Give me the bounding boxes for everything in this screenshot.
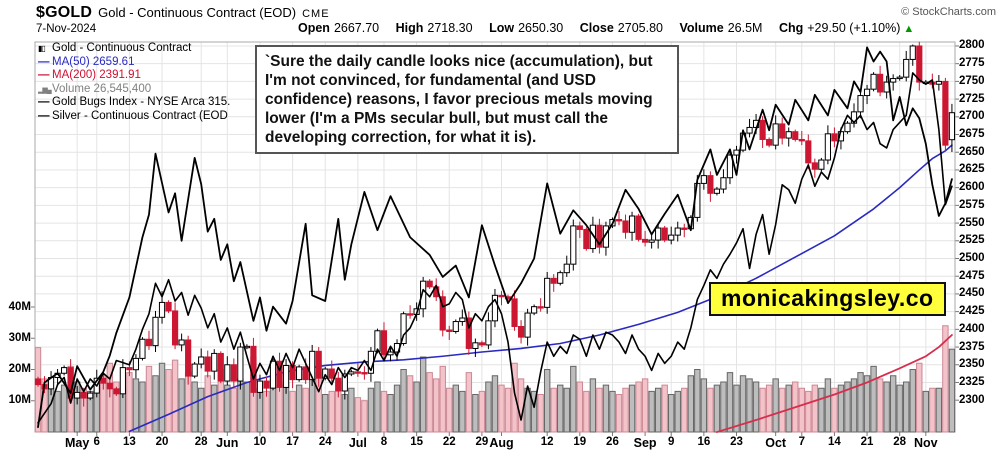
price-axis-label: 2725 — [959, 92, 985, 105]
open-label: Open — [298, 21, 330, 35]
price-axis-label: 2800 — [959, 39, 985, 52]
legend-item-gold-bugs: Gold Bugs Index - NYSE Arca 315. — [38, 96, 254, 110]
date-axis-label: 21 — [860, 436, 874, 448]
date-axis-label: 14 — [828, 436, 841, 448]
price-axis-label: 2325 — [959, 375, 985, 388]
date-axis-label: 9 — [668, 436, 675, 448]
exchange-label: CME — [302, 8, 330, 20]
line-dash-icon — [38, 110, 52, 124]
price-axis-label: 2750 — [959, 74, 985, 87]
close-label: Close — [579, 21, 614, 35]
price-axis-label: 2400 — [959, 322, 985, 335]
open-value: 2667.70 — [333, 21, 380, 35]
date-axis-label: Nov — [913, 436, 938, 450]
price-axis-label: 2300 — [959, 393, 985, 406]
line-dash-icon — [38, 69, 52, 83]
ticker-symbol: $GOLD — [36, 4, 93, 21]
price-axis-label: 2575 — [959, 198, 985, 211]
date-axis-label: 22 — [442, 436, 456, 448]
price-axis-label: 2675 — [959, 128, 985, 141]
date-axis-label: 26 — [606, 436, 619, 448]
price-axis-label: 2525 — [959, 234, 985, 247]
date-axis-label: 13 — [122, 436, 136, 448]
date-axis-label: 6 — [93, 436, 100, 448]
date-axis-label: 23 — [730, 436, 743, 448]
low-value: 2650.30 — [518, 21, 564, 35]
date-axis-label: 19 — [573, 436, 587, 448]
date-axis-label: Jul — [348, 436, 367, 450]
price-axis-label: 2625 — [959, 163, 985, 176]
price-axis-label: 2375 — [959, 340, 985, 353]
candles-icon — [38, 42, 52, 56]
date-axis-label: Oct — [765, 436, 787, 450]
date-axis-label: Aug — [489, 436, 514, 450]
price-axis-label: 2450 — [959, 287, 985, 300]
volume-label: Volume — [679, 21, 724, 35]
stockcharts-copyright: © StockCharts.com — [901, 6, 996, 18]
up-triangle-icon: ▲ — [903, 23, 915, 35]
date-axis-label: 10 — [253, 436, 267, 448]
volume-axis-label: 30M — [8, 331, 31, 344]
date-axis-label: Jun — [216, 436, 239, 450]
date-axis-label: Sep — [633, 436, 657, 450]
legend-item-volume: Volume 26,545,400 — [38, 83, 254, 97]
close-value: 2705.80 — [617, 21, 663, 35]
analyst-annotation-box: `Sure the daily candle looks nice (accum… — [255, 45, 679, 154]
legend-item-ma200: MA(200) 2391.91 — [38, 69, 254, 83]
change-label: Chg — [778, 21, 804, 35]
chart-header: $GOLD Gold - Continuous Contract (EOD) CME — [36, 4, 330, 22]
date-axis-label: 8 — [380, 436, 388, 448]
volume-axis-label: 10M — [8, 394, 31, 407]
line-dash-icon — [38, 56, 52, 70]
date-axis-label: 15 — [410, 436, 423, 448]
volume-value: 26.5M — [727, 21, 763, 35]
legend-item-ma50: MA(50) 2659.61 — [38, 56, 254, 70]
legend-item-silver: Silver - Continuous Contract (EOD — [38, 110, 254, 124]
volume-bars-icon — [38, 83, 52, 97]
change-value: +29.50 (+1.10%) — [807, 21, 901, 35]
date-axis-label: 28 — [194, 436, 208, 448]
site-watermark: monicakingsley.co — [709, 282, 946, 316]
quote-summary: Open 2667.70 High 2718.30 Low 2650.30 Close… — [298, 21, 914, 35]
date-axis-label: 24 — [318, 436, 332, 448]
high-value: 2718.30 — [427, 21, 473, 35]
price-axis-label: 2600 — [959, 181, 985, 194]
volume-axis-label: 20M — [8, 363, 31, 375]
date-axis-label: 20 — [155, 436, 169, 448]
price-axis-label: 2550 — [959, 216, 985, 229]
price-axis-label: 2500 — [959, 251, 985, 264]
date-axis-label: 29 — [475, 436, 489, 448]
date-axis-label: 28 — [893, 436, 907, 448]
instrument-name: Gold - Continuous Contract (EOD) — [98, 5, 297, 20]
price-axis-label: 2475 — [959, 269, 985, 282]
legend-item-gold: Gold - Continuous Contract — [38, 42, 254, 56]
low-label: Low — [489, 21, 515, 35]
price-axis-label: 2700 — [959, 110, 985, 123]
date-axis-label: 12 — [540, 436, 554, 448]
date-axis-label: 17 — [286, 436, 299, 448]
price-axis-label: 2425 — [959, 305, 985, 318]
date-axis-label: 7 — [798, 436, 805, 448]
chart-date: 7-Nov-2024 — [36, 23, 97, 35]
date-axis-label: 16 — [697, 436, 711, 448]
date-axis-label: May — [64, 436, 90, 450]
high-label: High — [395, 21, 424, 35]
price-axis-label: 2650 — [959, 145, 985, 158]
price-axis-label: 2775 — [959, 57, 985, 70]
price-axis-label: 2350 — [959, 358, 985, 371]
line-dash-icon — [38, 96, 52, 110]
volume-axis-label: 40M — [8, 300, 31, 313]
chart-legend: Gold - Continuous Contract MA(50) 2659.6… — [38, 42, 254, 123]
